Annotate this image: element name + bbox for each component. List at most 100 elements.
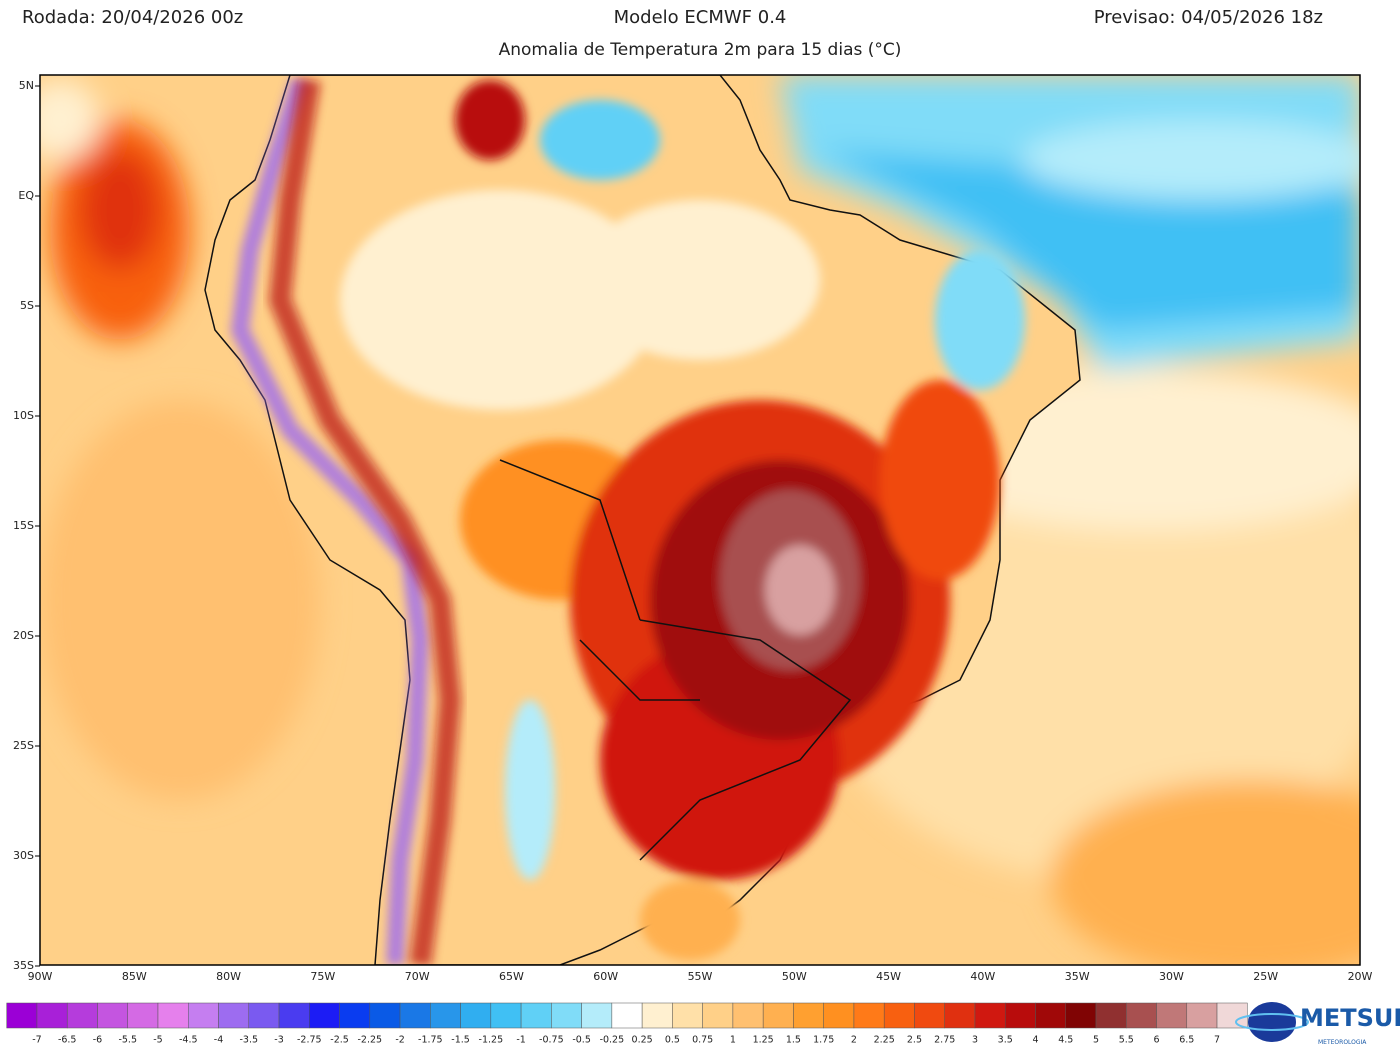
logo-globe — [1248, 1002, 1296, 1042]
colorbar-swatch — [157, 1002, 189, 1029]
lon-label: 35W — [1065, 970, 1090, 983]
lat-label: 15S — [13, 519, 34, 532]
colorbar-swatch — [399, 1002, 431, 1029]
colorbar-label: -4 — [214, 1035, 223, 1046]
colorbar-swatch — [611, 1002, 643, 1029]
lon-label: 70W — [405, 970, 430, 983]
colorbar-swatch — [460, 1002, 492, 1029]
lon-label: 30W — [1159, 970, 1184, 983]
colorbar-swatch — [762, 1002, 794, 1029]
subtitle: Anomalia de Temperatura 2m para 15 dias … — [499, 40, 902, 60]
land-anomaly — [340, 80, 1025, 960]
colorbar-swatch — [66, 1002, 98, 1029]
colorbar-label: 2.25 — [874, 1035, 895, 1046]
colorbar-swatch — [1095, 1002, 1127, 1029]
lat-label: 30S — [13, 849, 34, 862]
map-frame — [39, 74, 1361, 966]
colorbar-label: -2.75 — [297, 1035, 322, 1046]
colorbar-swatch — [1126, 1002, 1157, 1029]
logo-name: METSUL — [1300, 1004, 1400, 1032]
colorbar-label: -2 — [395, 1035, 404, 1046]
colorbar-label: 1.75 — [813, 1035, 834, 1046]
lat-label: 10S — [13, 409, 34, 422]
colorbar-label: 6 — [1154, 1035, 1160, 1046]
logo-orbit — [1235, 1013, 1309, 1031]
colorbar-swatch — [490, 1002, 522, 1029]
colorbar-swatch — [1004, 1002, 1036, 1029]
lon-label: 45W — [876, 970, 901, 983]
lon-label: 60W — [593, 970, 618, 983]
colorbar-swatch — [369, 1002, 401, 1029]
colorbar-swatch — [339, 1002, 371, 1029]
colorbar-swatch — [1186, 1002, 1218, 1029]
run-date: Rodada: 20/04/2026 00z — [22, 7, 243, 28]
colorbar-swatch — [248, 1002, 280, 1029]
colorbar-swatch — [520, 1002, 552, 1029]
colorbar-label: 2.75 — [934, 1035, 955, 1046]
colorbar-swatch — [36, 1002, 68, 1029]
colorbar-swatch — [793, 1002, 824, 1029]
colorbar-label: 7 — [1214, 1035, 1220, 1046]
lat-label: 5N — [19, 79, 34, 92]
colorbar-label: -1.25 — [479, 1035, 504, 1046]
colorbar-swatch — [944, 1002, 976, 1029]
colorbar-swatch — [672, 1002, 703, 1029]
colorbar-label: -1.5 — [451, 1035, 470, 1046]
colorbar-label: -5 — [153, 1035, 162, 1046]
colorbar-label: -1.75 — [418, 1035, 443, 1046]
colorbar-label: 5 — [1093, 1035, 1099, 1046]
colorbar-label: 1.25 — [753, 1035, 774, 1046]
colorbar-label: 6.5 — [1179, 1035, 1194, 1046]
colorbar-swatch — [1035, 1002, 1066, 1029]
colorbar-swatch — [430, 1002, 461, 1029]
colorbar-swatch — [278, 1002, 310, 1029]
colorbar-label: 1.5 — [786, 1035, 801, 1046]
colorbar-label: -5.5 — [118, 1035, 137, 1046]
colorbar-label: -6.5 — [58, 1035, 77, 1046]
map — [40, 75, 1360, 965]
colorbar-label: 1 — [730, 1035, 736, 1046]
colorbar-swatch — [6, 1002, 38, 1029]
colorbar-label: -4.5 — [179, 1035, 198, 1046]
colorbar-swatch — [823, 1002, 855, 1029]
colorbar-label: 0.25 — [632, 1035, 653, 1046]
lat-label: EQ — [18, 189, 34, 202]
lon-label: 85W — [122, 970, 147, 983]
colorbar-swatch — [853, 1002, 885, 1029]
lon-label: 50W — [782, 970, 807, 983]
colorbar-swatch — [883, 1002, 915, 1029]
colorbar-label: 2.5 — [907, 1035, 922, 1046]
colorbar-label: -0.75 — [539, 1035, 564, 1046]
colorbar-swatch — [551, 1002, 582, 1029]
colorbar-label: 0.75 — [692, 1035, 713, 1046]
lon-label: 90W — [28, 970, 53, 983]
model-name: Modelo ECMWF 0.4 — [614, 7, 787, 28]
lon-axis: 90W 85W 80W 75W 70W 65W 60W 55W 50W 45W 40W 35W 30W 2… — [28, 970, 1373, 983]
colorbar-label: -1 — [516, 1035, 525, 1046]
colorbar-label: -2.25 — [358, 1035, 383, 1046]
colorbar-swatch — [218, 1002, 250, 1029]
colorbar-swatch — [97, 1002, 128, 1029]
lat-label: 5S — [20, 299, 34, 312]
lat-label: 20S — [13, 629, 34, 642]
lon-label: 75W — [310, 970, 335, 983]
colorbar-swatch — [1216, 1002, 1248, 1029]
borders — [499, 459, 852, 861]
logo-tagline: METEOROLOGIA — [1318, 1039, 1367, 1046]
colorbar-swatch — [641, 1002, 673, 1029]
logo: METSUL METEOROLOGIA — [1235, 1002, 1400, 1046]
colorbar-label: 3.5 — [998, 1035, 1013, 1046]
andes-warm — [268, 78, 462, 965]
lon-label: 65W — [499, 970, 524, 983]
colorbar-label: -2.5 — [330, 1035, 349, 1046]
colorbar: -7 -6.5 -6 -5.5 -5 -4.5 -4 -3.5 -3 -2.75 -2.5 -2.25… — [6, 1002, 1248, 1046]
colorbar-label: 4.5 — [1058, 1035, 1073, 1046]
lat-axis: 5N EQ 5S 10S 15S 20S 25S 30S 35S — [13, 79, 40, 972]
lon-label: 80W — [216, 970, 241, 983]
colorbar-label: -3.5 — [239, 1035, 258, 1046]
andes-cold — [230, 77, 430, 965]
colorbar-swatch — [1065, 1002, 1097, 1029]
lon-label: 25W — [1253, 970, 1278, 983]
colorbar-swatch — [1156, 1002, 1188, 1029]
